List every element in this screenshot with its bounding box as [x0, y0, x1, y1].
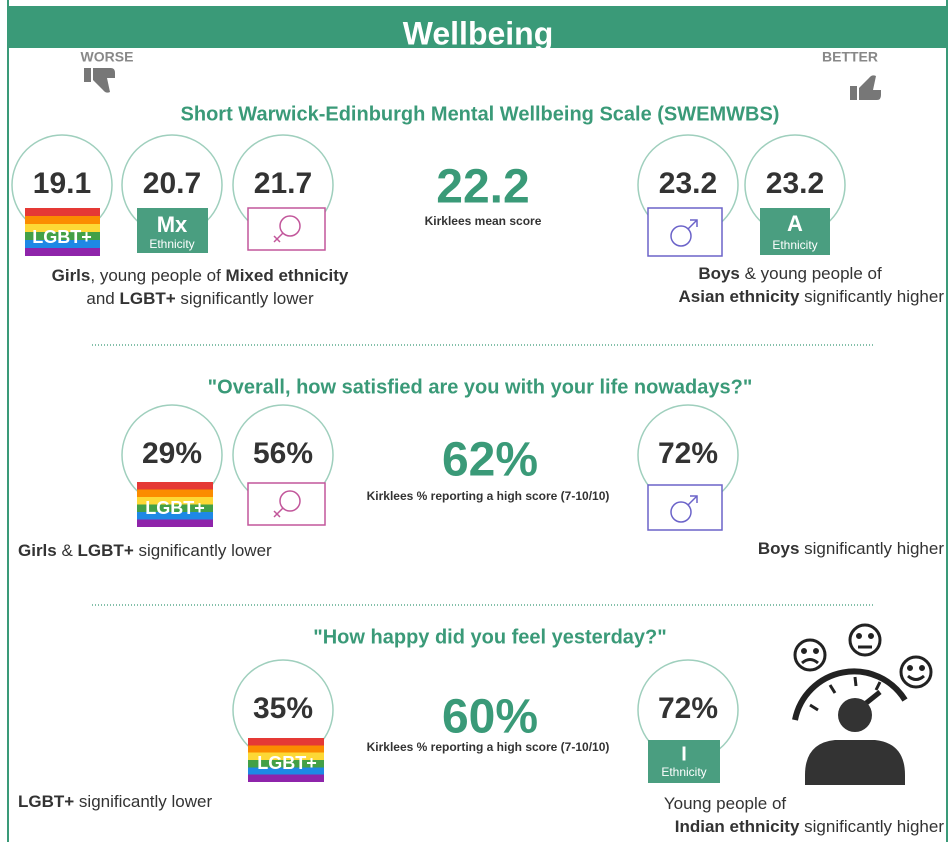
value: 35% — [253, 692, 313, 725]
mean-value: 60% — [442, 691, 538, 744]
lgbt-badge — [248, 738, 324, 782]
text-part: Girls — [18, 541, 57, 560]
note: Girls & LGBT+ significantly lower — [18, 541, 272, 560]
text-part: significantly higher — [799, 817, 944, 836]
lgbt-badge — [137, 482, 213, 527]
value: 56% — [253, 437, 313, 470]
text-part: Boys — [758, 539, 800, 558]
badge-sub: Ethnicity — [149, 237, 194, 251]
lgbt-badge — [25, 208, 100, 256]
badge-text: Mx — [157, 212, 188, 237]
value: 29% — [142, 437, 202, 470]
ethnicity-badge — [760, 208, 830, 255]
value: 72% — [658, 692, 718, 725]
text-part: Young people of — [664, 794, 787, 813]
note: Boys & young people of — [698, 264, 882, 283]
ethnicity-badge — [648, 740, 720, 783]
male-badge — [647, 207, 723, 257]
ethnicity-badge — [137, 208, 208, 253]
header-title: Wellbeing — [403, 15, 554, 51]
note: Girls, young people of Mixed ethnicity — [52, 266, 349, 285]
text-part: & young people of — [740, 264, 882, 283]
section-title: Short Warwick-Edinburgh Mental Wellbeing… — [181, 103, 780, 125]
badge-text: LGBT+ — [257, 753, 317, 773]
note: Young people of — [664, 794, 787, 813]
male-badge — [647, 484, 723, 531]
thumb-down — [84, 68, 115, 93]
mean-value: 22.2 — [436, 161, 529, 214]
text-part: Mixed ethnicity — [226, 266, 349, 285]
text-part: significantly lower — [74, 792, 212, 811]
better-label: BETTER — [822, 49, 878, 65]
text-part: Asian ethnicity — [679, 287, 800, 306]
section-title: "Overall, how satisfied are you with you… — [208, 376, 753, 398]
section-title: "How happy did you feel yesterday?" — [313, 626, 667, 648]
badge-text: LGBT+ — [145, 498, 205, 518]
text-part: significantly lower — [176, 289, 314, 308]
value: 23.2 — [766, 167, 824, 200]
text-part: significantly lower — [134, 541, 272, 560]
value: 72% — [658, 437, 718, 470]
badge-text: A — [787, 211, 803, 236]
mean-label: Kirklees mean score — [425, 214, 542, 228]
text-part: & — [57, 541, 78, 560]
note: LGBT+ significantly lower — [18, 792, 212, 811]
text-part: LGBT+ — [119, 289, 175, 308]
female-badge — [247, 482, 326, 526]
mean-label: Kirklees % reporting a high score (7-10/… — [367, 489, 610, 503]
female-badge — [247, 207, 326, 251]
text-part: significantly higher — [799, 539, 944, 558]
note: Boys significantly higher — [758, 539, 944, 558]
note: Indian ethnicity significantly higher — [675, 817, 945, 836]
badge-sub: Ethnicity — [772, 238, 817, 252]
worse-label: WORSE — [81, 49, 134, 65]
text-part: Indian ethnicity — [675, 817, 800, 836]
note: and LGBT+ significantly lower — [86, 289, 314, 308]
text-part: LGBT+ — [18, 792, 74, 811]
value: 23.2 — [659, 167, 717, 200]
badge-text: LGBT+ — [32, 227, 92, 247]
text-part: , young people of — [90, 266, 225, 285]
text-part: significantly higher — [799, 287, 944, 306]
mean-label: Kirklees % reporting a high score (7-10/… — [367, 740, 610, 754]
text-part: Boys — [698, 264, 740, 283]
value: 20.7 — [143, 167, 201, 200]
badge-sub: Ethnicity — [661, 765, 706, 779]
thumb-up — [850, 75, 881, 100]
text-part: Girls — [52, 266, 91, 285]
badge-text: I — [681, 743, 687, 765]
text-part: LGBT+ — [78, 541, 134, 560]
mean-value: 62% — [442, 434, 538, 487]
note: Asian ethnicity significantly higher — [679, 287, 945, 306]
person-icon — [805, 698, 905, 785]
text-part: and — [86, 289, 119, 308]
header-bar — [8, 6, 947, 48]
value: 21.7 — [254, 167, 312, 200]
value: 19.1 — [33, 167, 91, 200]
